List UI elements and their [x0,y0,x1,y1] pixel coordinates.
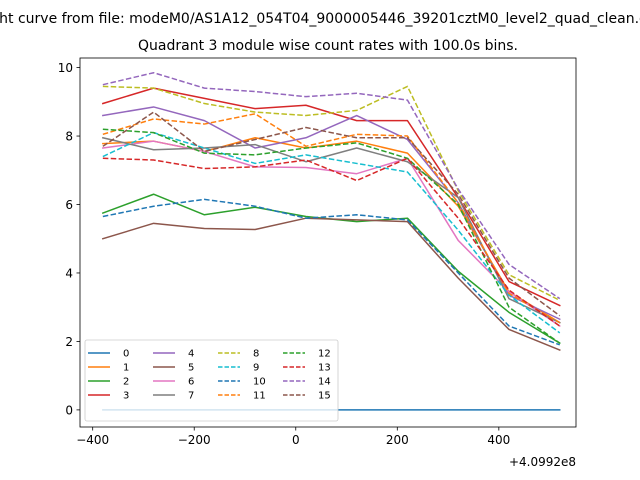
legend-label-1: 1 [123,363,129,374]
legend-label-5: 5 [188,363,194,374]
y-tick-label: 8 [65,130,73,144]
x-tick-label: 200 [386,433,409,447]
legend-label-9: 9 [253,363,259,374]
legend-label-4: 4 [188,349,194,360]
chart-title: Quadrant 3 module wise count rates with … [138,38,518,54]
chart-suptitle: Light curve from file: modeM0/AS1A12_054… [0,11,640,27]
series-line-15 [102,111,561,317]
x-offset-label: +4.0992e8 [509,455,576,469]
legend-label-2: 2 [123,377,129,388]
legend-label-12: 12 [318,349,331,360]
series-line-10 [102,198,561,346]
series-line-13 [102,157,561,327]
y-tick-label: 2 [65,335,73,349]
x-tick-label: 0 [292,433,300,447]
series-line-12 [102,128,561,344]
y-tick-label: 6 [65,198,73,212]
y-tick-label: 4 [65,266,73,280]
legend-label-11: 11 [253,391,266,402]
legend-label-8: 8 [253,349,259,360]
legend-frame [84,339,339,422]
legend-label-14: 14 [318,377,331,388]
series-line-5 [101,217,561,351]
legend-label-0: 0 [123,349,129,360]
plot-frame [79,57,577,428]
legend-label-3: 3 [123,391,129,402]
legend-label-7: 7 [188,391,194,402]
series-line-9 [102,131,561,334]
y-tick-label: 10 [58,61,73,75]
series-line-14 [102,71,561,300]
series-layer [101,71,561,411]
legend-label-15: 15 [318,391,331,402]
legend-label-13: 13 [318,363,331,374]
x-tick-label: −200 [178,433,211,447]
legend-label-10: 10 [253,377,266,388]
series-line-8 [102,85,561,302]
x-tick-label: 400 [487,433,510,447]
x-tick-label: −400 [76,433,109,447]
y-tick-label: 0 [65,403,73,417]
legend-label-6: 6 [188,377,194,388]
series-line-11 [102,113,561,324]
